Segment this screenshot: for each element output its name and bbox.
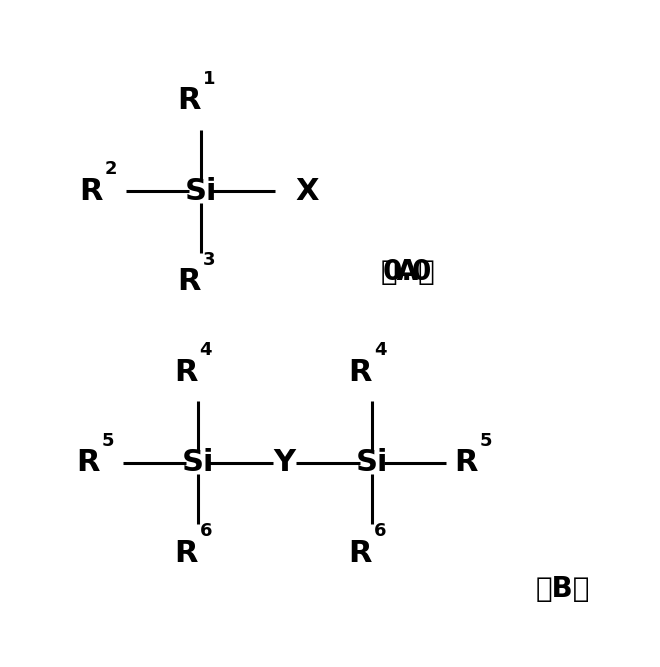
- Text: 4: 4: [374, 342, 387, 360]
- Text: X: X: [296, 177, 319, 206]
- Text: Y: Y: [274, 448, 296, 477]
- Text: 6: 6: [374, 522, 387, 540]
- Text: R: R: [348, 539, 372, 568]
- Text: R: R: [174, 358, 197, 387]
- Text: Si: Si: [182, 448, 214, 477]
- Text: R: R: [178, 267, 201, 296]
- Text: （A）: （A）: [380, 258, 435, 286]
- Text: R: R: [454, 448, 477, 477]
- Text: 4: 4: [199, 342, 212, 360]
- Text: R: R: [79, 177, 103, 206]
- Text: Si: Si: [185, 177, 217, 206]
- Text: R: R: [76, 448, 100, 477]
- Text: R: R: [178, 87, 201, 115]
- Text: 5: 5: [479, 432, 492, 450]
- Text: R: R: [348, 358, 372, 387]
- Text: 6: 6: [199, 522, 212, 540]
- Text: 2: 2: [104, 161, 117, 179]
- Text: 1: 1: [203, 70, 215, 88]
- Text: 0.0: 0.0: [383, 258, 432, 286]
- Text: （B）: （B）: [535, 575, 590, 603]
- Text: R: R: [174, 539, 197, 568]
- Text: Si: Si: [356, 448, 388, 477]
- Text: 5: 5: [101, 432, 114, 450]
- Text: 3: 3: [203, 251, 215, 269]
